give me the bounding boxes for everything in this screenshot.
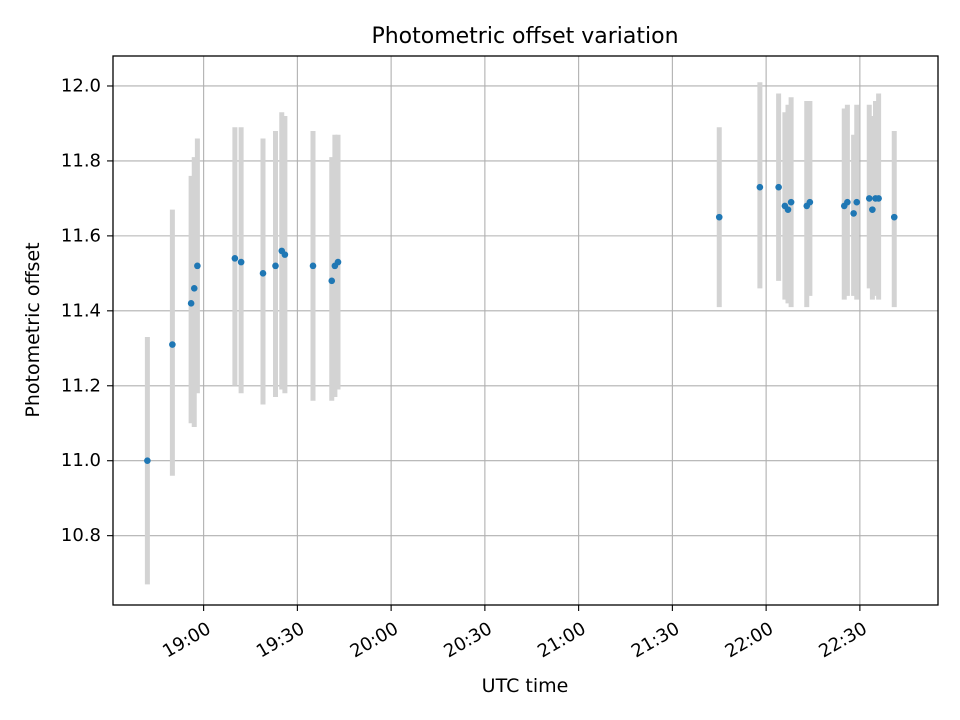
data-point bbox=[875, 195, 882, 202]
y-tick-label: 11.0 bbox=[61, 450, 101, 471]
data-point bbox=[756, 183, 764, 191]
y-tick-label: 11.2 bbox=[61, 375, 101, 396]
y-tick-label: 10.8 bbox=[61, 525, 101, 546]
data-point bbox=[169, 341, 176, 348]
x-axis-label: UTC time bbox=[482, 675, 569, 697]
y-axis-label: Photometric offset bbox=[22, 242, 44, 417]
data-point bbox=[328, 277, 336, 285]
data-point bbox=[194, 262, 201, 270]
data-point bbox=[844, 198, 851, 206]
data-point bbox=[715, 213, 723, 221]
data-point bbox=[865, 195, 873, 202]
data-points bbox=[144, 183, 898, 465]
data-point bbox=[890, 213, 898, 221]
data-point bbox=[806, 198, 814, 206]
y-axis-ticks: 10.8 11.0 11.2 11.4 11.6 11.8 12.0 bbox=[61, 75, 113, 546]
y-tick-label: 11.8 bbox=[61, 150, 101, 171]
data-point bbox=[190, 285, 198, 292]
data-point bbox=[144, 457, 151, 465]
y-tick-label: 11.4 bbox=[61, 300, 101, 321]
data-point bbox=[850, 210, 857, 217]
data-point bbox=[237, 258, 245, 266]
data-point bbox=[787, 198, 795, 206]
plot-frame bbox=[112, 55, 939, 606]
data-point bbox=[334, 258, 342, 266]
data-point bbox=[775, 183, 782, 191]
data-point bbox=[309, 262, 317, 270]
y-tick-label: 11.6 bbox=[61, 225, 101, 246]
grid-lines bbox=[113, 56, 938, 605]
data-point bbox=[259, 270, 267, 277]
data-point bbox=[784, 206, 792, 213]
data-point bbox=[187, 300, 195, 307]
data-point bbox=[281, 251, 289, 258]
data-point bbox=[853, 198, 861, 206]
y-tick-label: 12.0 bbox=[61, 75, 101, 96]
data-point bbox=[231, 255, 239, 262]
data-point bbox=[272, 262, 279, 270]
chart-title: Photometric offset variation bbox=[371, 24, 678, 49]
data-point bbox=[869, 206, 876, 213]
